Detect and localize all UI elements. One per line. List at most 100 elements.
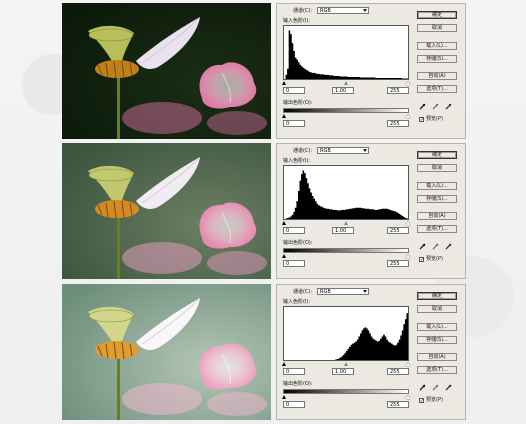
channel-select[interactable]: RGB bbox=[317, 7, 369, 14]
input-gamma-value: 1.00 bbox=[335, 88, 347, 94]
black-eyedropper-icon[interactable] bbox=[419, 384, 426, 391]
input-black-slider[interactable] bbox=[282, 81, 286, 85]
white-eyedropper-icon[interactable] bbox=[445, 384, 452, 391]
output-white-slider[interactable] bbox=[406, 254, 410, 258]
output-white-field[interactable]: 255 bbox=[387, 401, 409, 408]
example-row-3: 通道(C): RGB 输入色阶(I): 0 1.00 255 输出色阶(O): … bbox=[62, 284, 466, 420]
chevron-down-icon bbox=[363, 9, 367, 12]
preview-checkbox[interactable]: ✓ bbox=[419, 257, 425, 263]
output-black-field[interactable]: 0 bbox=[283, 120, 305, 127]
ok-button[interactable]: 确定 bbox=[417, 151, 457, 159]
input-levels-label: 输入色阶(I): bbox=[283, 299, 311, 305]
output-black-slider[interactable] bbox=[282, 254, 286, 258]
save-button[interactable]: 存储(S)... bbox=[417, 336, 457, 344]
lotus-photo bbox=[62, 3, 271, 139]
output-levels-label: 输出色阶(O): bbox=[283, 240, 313, 246]
options-button[interactable]: 选项(T)... bbox=[417, 366, 457, 374]
save-button[interactable]: 存储(S)... bbox=[417, 195, 457, 203]
input-white-field[interactable]: 255 bbox=[387, 87, 409, 94]
histogram bbox=[283, 25, 409, 80]
channel-select-value: RGB bbox=[320, 289, 331, 295]
output-gradient bbox=[283, 248, 409, 253]
output-gradient bbox=[283, 108, 409, 113]
gray-eyedropper-icon[interactable] bbox=[432, 243, 439, 250]
channel-select-value: RGB bbox=[320, 148, 331, 154]
output-levels-label: 输出色阶(O): bbox=[283, 100, 313, 106]
chevron-down-icon bbox=[363, 290, 367, 293]
output-black-field[interactable]: 0 bbox=[283, 401, 305, 408]
input-gamma-field[interactable]: 1.00 bbox=[332, 227, 354, 234]
input-gamma-field[interactable]: 1.00 bbox=[332, 368, 354, 375]
ok-button[interactable]: 确定 bbox=[417, 11, 457, 19]
preview-checkbox[interactable]: ✓ bbox=[419, 398, 425, 404]
output-black-value: 0 bbox=[286, 121, 290, 127]
output-black-value: 0 bbox=[286, 402, 290, 408]
output-white-slider[interactable] bbox=[406, 114, 410, 118]
input-white-slider[interactable] bbox=[406, 81, 410, 85]
cancel-button[interactable]: 取消 bbox=[417, 164, 457, 172]
input-black-field[interactable]: 0 bbox=[283, 87, 305, 94]
histogram-graph bbox=[284, 170, 408, 219]
preview-label: 预览(P) bbox=[426, 397, 443, 403]
load-button[interactable]: 载入(L)... bbox=[417, 323, 457, 331]
white-eyedropper-icon[interactable] bbox=[445, 103, 452, 110]
preview-checkbox[interactable]: ✓ bbox=[419, 117, 425, 123]
input-gamma-field[interactable]: 1.00 bbox=[332, 87, 354, 94]
input-gamma-slider[interactable] bbox=[344, 362, 348, 366]
output-white-slider[interactable] bbox=[406, 395, 410, 399]
levels-dialog: 通道(C): RGB 输入色阶(I): 0 1.00 255 输出色阶(O): … bbox=[276, 3, 466, 139]
input-black-field[interactable]: 0 bbox=[283, 368, 305, 375]
histogram-graph bbox=[284, 30, 408, 79]
input-black-value: 0 bbox=[286, 228, 290, 234]
input-white-slider[interactable] bbox=[406, 362, 410, 366]
input-gamma-slider[interactable] bbox=[344, 81, 348, 85]
histogram-shape bbox=[284, 170, 408, 219]
gray-eyedropper-icon[interactable] bbox=[432, 103, 439, 110]
black-eyedropper-icon[interactable] bbox=[419, 103, 426, 110]
output-white-field[interactable]: 255 bbox=[387, 120, 409, 127]
preview-label: 预览(P) bbox=[426, 256, 443, 262]
preview-label: 预览(P) bbox=[426, 116, 443, 122]
lotus-photo bbox=[62, 284, 271, 420]
gray-eyedropper-icon[interactable] bbox=[432, 384, 439, 391]
histogram-graph bbox=[284, 313, 408, 360]
input-black-field[interactable]: 0 bbox=[283, 227, 305, 234]
input-white-value: 255 bbox=[390, 369, 400, 375]
options-button[interactable]: 选项(T)... bbox=[417, 225, 457, 233]
output-gradient bbox=[283, 389, 409, 394]
input-white-value: 255 bbox=[390, 228, 400, 234]
output-levels-label: 输出色阶(O): bbox=[283, 381, 313, 387]
input-white-slider[interactable] bbox=[406, 221, 410, 225]
cancel-button[interactable]: 取消 bbox=[417, 24, 457, 32]
black-eyedropper-icon[interactable] bbox=[419, 243, 426, 250]
input-gamma-slider[interactable] bbox=[344, 221, 348, 225]
input-black-slider[interactable] bbox=[282, 362, 286, 366]
input-white-field[interactable]: 255 bbox=[387, 368, 409, 375]
output-white-value: 255 bbox=[390, 261, 400, 267]
channel-label: 通道(C): bbox=[293, 148, 313, 154]
auto-button[interactable]: 自动(A) bbox=[417, 212, 457, 220]
auto-button[interactable]: 自动(A) bbox=[417, 353, 457, 361]
histogram-shape bbox=[284, 30, 408, 79]
save-button[interactable]: 存储(S)... bbox=[417, 55, 457, 63]
auto-button[interactable]: 自动(A) bbox=[417, 72, 457, 80]
ok-button[interactable]: 确定 bbox=[417, 292, 457, 300]
channel-select[interactable]: RGB bbox=[317, 288, 369, 295]
output-white-field[interactable]: 255 bbox=[387, 260, 409, 267]
output-black-slider[interactable] bbox=[282, 395, 286, 399]
load-button[interactable]: 载入(L)... bbox=[417, 182, 457, 190]
output-black-field[interactable]: 0 bbox=[283, 260, 305, 267]
input-black-slider[interactable] bbox=[282, 221, 286, 225]
channel-label: 通道(C): bbox=[293, 289, 313, 295]
channel-select[interactable]: RGB bbox=[317, 147, 369, 154]
levels-dialog: 通道(C): RGB 输入色阶(I): 0 1.00 255 输出色阶(O): … bbox=[276, 284, 466, 420]
input-white-value: 255 bbox=[390, 88, 400, 94]
input-gamma-value: 1.00 bbox=[335, 369, 347, 375]
white-eyedropper-icon[interactable] bbox=[445, 243, 452, 250]
input-white-field[interactable]: 255 bbox=[387, 227, 409, 234]
cancel-button[interactable]: 取消 bbox=[417, 305, 457, 313]
options-button[interactable]: 选项(T)... bbox=[417, 85, 457, 93]
chevron-down-icon bbox=[363, 149, 367, 152]
output-black-slider[interactable] bbox=[282, 114, 286, 118]
load-button[interactable]: 载入(L)... bbox=[417, 42, 457, 50]
